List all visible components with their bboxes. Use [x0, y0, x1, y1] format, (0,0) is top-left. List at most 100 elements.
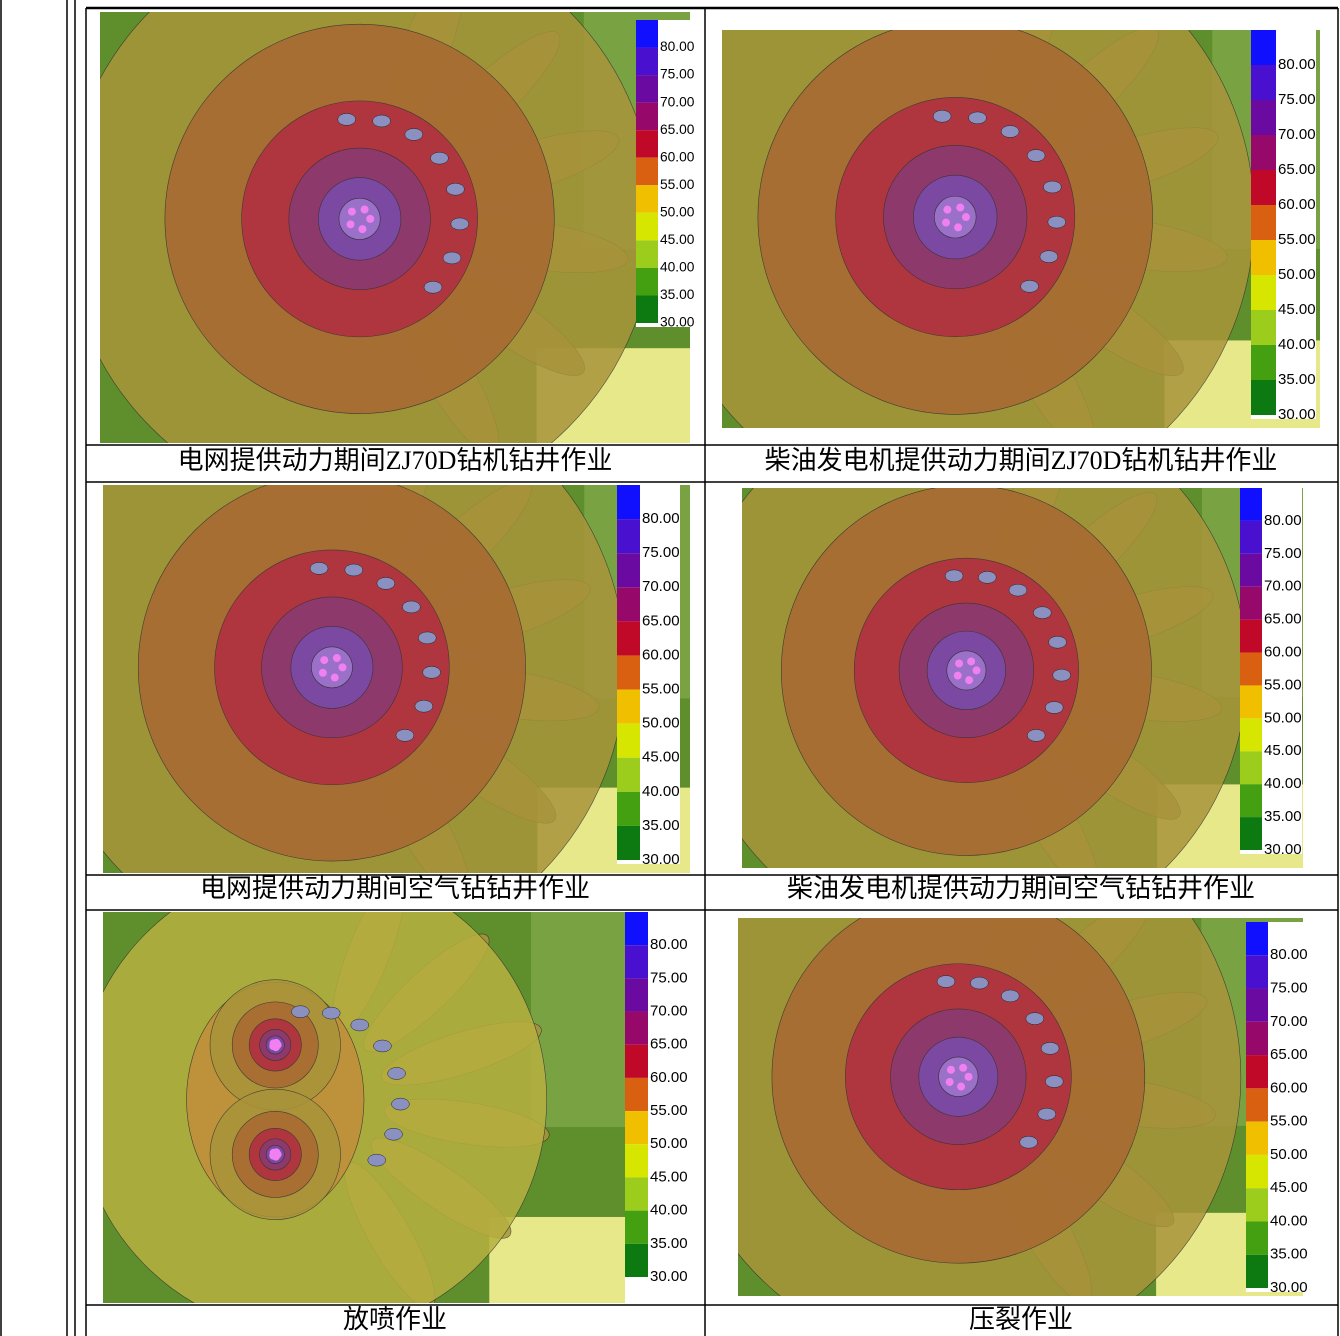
- legend-label: 50.00: [1270, 1146, 1308, 1163]
- source-point: [272, 1039, 280, 1047]
- legend-swatch: [1246, 1188, 1268, 1221]
- legend-swatch: [625, 1244, 648, 1277]
- map-image: [656, 0, 1320, 516]
- building: [430, 152, 448, 164]
- legend-swatch: [617, 655, 640, 689]
- legend-swatch: [636, 20, 658, 48]
- source-point: [954, 672, 962, 680]
- legend-swatch: [1251, 65, 1276, 100]
- legend-swatch: [636, 48, 658, 76]
- legend-label: 75.00: [1278, 91, 1316, 108]
- legend-swatch: [1240, 587, 1262, 620]
- legend-swatch: [625, 1177, 648, 1210]
- building: [291, 1006, 309, 1018]
- legend-label: 50.00: [1278, 266, 1316, 283]
- building: [1027, 729, 1045, 741]
- legend-swatch: [1251, 310, 1276, 345]
- legend-label: 55.00: [650, 1102, 688, 1119]
- legend-swatch: [1240, 751, 1262, 784]
- legend-swatch: [625, 1111, 648, 1144]
- legend-swatch: [1251, 30, 1276, 65]
- legend-label: 50.00: [650, 1135, 688, 1152]
- legend-swatch: [617, 485, 640, 519]
- legend-label: 30.00: [650, 1268, 688, 1285]
- building: [1045, 1076, 1063, 1088]
- building: [1026, 1013, 1044, 1025]
- legend-swatch: [1246, 1122, 1268, 1155]
- legend: 80.0075.0070.0065.0060.0055.0050.0045.00…: [1246, 922, 1308, 1296]
- legend-swatch: [1240, 685, 1262, 718]
- legend-label: 70.00: [650, 1003, 688, 1020]
- legend-swatch: [1246, 1022, 1268, 1055]
- source-point: [965, 676, 973, 684]
- legend-label: 35.00: [1278, 371, 1316, 388]
- building: [1001, 990, 1019, 1002]
- legend-label: 70.00: [660, 94, 695, 109]
- legend-swatch: [617, 826, 640, 860]
- legend-label: 35.00: [642, 817, 680, 834]
- legend-label: 45.00: [1278, 301, 1316, 318]
- legend-swatch: [1246, 1088, 1268, 1121]
- building: [933, 110, 951, 122]
- legend-swatch: [1240, 718, 1262, 751]
- legend-label: 65.00: [660, 122, 695, 137]
- source-point: [957, 1083, 965, 1091]
- legend-swatch: [625, 978, 648, 1011]
- legend-label: 65.00: [1278, 161, 1316, 178]
- source-point: [333, 654, 341, 662]
- legend-label: 30.00: [642, 851, 680, 868]
- legend-swatch: [1246, 989, 1268, 1022]
- building: [385, 1128, 403, 1140]
- legend-label: 65.00: [650, 1036, 688, 1053]
- building: [402, 601, 420, 613]
- legend-label: 65.00: [1270, 1046, 1308, 1063]
- legend-swatch: [636, 130, 658, 158]
- caption: 放喷作业: [343, 1305, 447, 1334]
- building: [970, 977, 988, 989]
- building: [388, 1067, 406, 1079]
- source-point: [946, 1078, 954, 1086]
- building: [1043, 181, 1061, 193]
- legend-swatch: [1251, 170, 1276, 205]
- legend-swatch: [1251, 345, 1276, 380]
- legend-swatch: [636, 213, 658, 241]
- legend-swatch: [1240, 488, 1262, 521]
- source-point: [348, 208, 356, 216]
- building: [405, 128, 423, 140]
- legend-label: 60.00: [1264, 644, 1302, 661]
- legend-label: 40.00: [660, 260, 695, 275]
- building: [423, 666, 441, 678]
- legend-label: 40.00: [1278, 336, 1316, 353]
- source-point: [954, 223, 962, 231]
- source-point: [361, 205, 369, 213]
- building: [424, 281, 442, 293]
- building: [1049, 636, 1067, 648]
- legend-swatch: [625, 1045, 648, 1078]
- source-point: [959, 1064, 967, 1072]
- legend-swatch: [1240, 620, 1262, 653]
- building: [1041, 1042, 1059, 1054]
- building: [338, 113, 356, 125]
- legend-label: 40.00: [1270, 1212, 1308, 1229]
- legend-label: 80.00: [1278, 56, 1316, 73]
- building: [1045, 702, 1063, 714]
- building: [968, 112, 986, 124]
- source-point: [320, 656, 328, 664]
- building: [1048, 216, 1066, 228]
- legend-label: 80.00: [1264, 512, 1302, 529]
- legend-swatch: [617, 724, 640, 758]
- legend-label: 50.00: [642, 715, 680, 732]
- building: [396, 729, 414, 741]
- building: [1021, 280, 1039, 292]
- building: [1001, 126, 1019, 138]
- source-point: [338, 663, 346, 671]
- legend-label: 45.00: [1270, 1179, 1308, 1196]
- legend-swatch: [1240, 784, 1262, 817]
- source-point: [955, 659, 963, 667]
- legend: 80.0075.0070.0065.0060.0055.0050.0045.00…: [1240, 488, 1302, 858]
- legend-swatch: [636, 268, 658, 296]
- building: [945, 570, 963, 582]
- source-point: [942, 219, 950, 227]
- building: [351, 1019, 369, 1031]
- legend-swatch: [625, 912, 648, 945]
